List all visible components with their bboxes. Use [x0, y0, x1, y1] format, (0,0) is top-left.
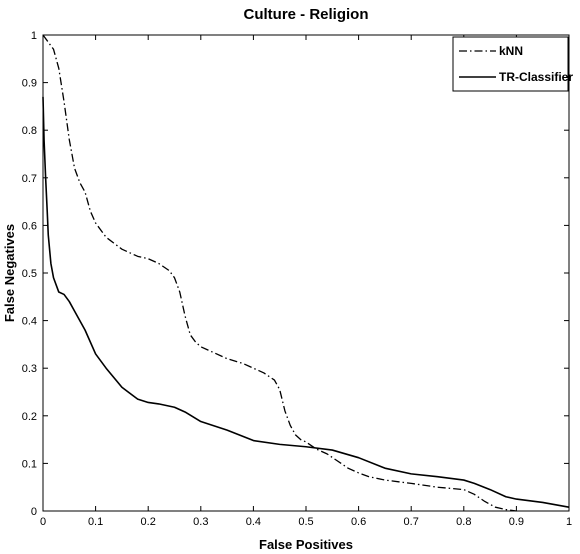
- x-tick-label: 0.7: [404, 516, 419, 528]
- x-tick-label: 0.9: [509, 516, 524, 528]
- y-tick-label: 0.2: [22, 411, 37, 423]
- chart-title: Culture - Religion: [244, 6, 369, 23]
- series-layer: [42, 34, 570, 512]
- x-tick-label: 0.4: [246, 516, 261, 528]
- x-tick-label: 1: [566, 516, 572, 528]
- y-tick-label: 0: [31, 506, 37, 518]
- series-line-tr-classifier: [42, 96, 570, 508]
- y-tick-label: 0.8: [22, 125, 37, 137]
- series-line-knn: [42, 34, 517, 512]
- y-tick-label: 0.1: [22, 458, 37, 470]
- y-tick-label: 1: [31, 30, 37, 42]
- y-tick-label: 0.3: [22, 363, 37, 375]
- x-tick-label: 0.5: [298, 516, 313, 528]
- x-tick-label: 0.2: [141, 516, 156, 528]
- x-tick-label: 0.1: [88, 516, 103, 528]
- legend: kNN TR-Classifier: [452, 36, 573, 92]
- legend-label-tr-classifier: TR-Classifier: [499, 70, 573, 84]
- legend-label-knn: kNN: [499, 44, 523, 58]
- x-tick-label: 0: [40, 516, 46, 528]
- y-tick-label: 0.5: [22, 268, 37, 280]
- x-tick-label: 0.6: [351, 516, 366, 528]
- legend-box: [452, 36, 569, 92]
- y-axis-label: False Negatives: [2, 224, 17, 322]
- axis-ticks: 0 0.1 0.2 0.3 0.4 0.5 0.6 0.7 0.8 0.9 1 0 0.1 0.2 0.3 0…: [22, 30, 572, 528]
- plot-area: [42, 34, 570, 512]
- x-tick-label: 0.8: [456, 516, 471, 528]
- y-tick-label: 0.6: [22, 220, 37, 232]
- x-tick-label: 0.3: [193, 516, 208, 528]
- y-tick-label: 0.4: [22, 316, 37, 328]
- x-axis-label: False Positives: [259, 537, 353, 552]
- y-tick-label: 0.9: [22, 78, 37, 90]
- y-tick-label: 0.7: [22, 173, 37, 185]
